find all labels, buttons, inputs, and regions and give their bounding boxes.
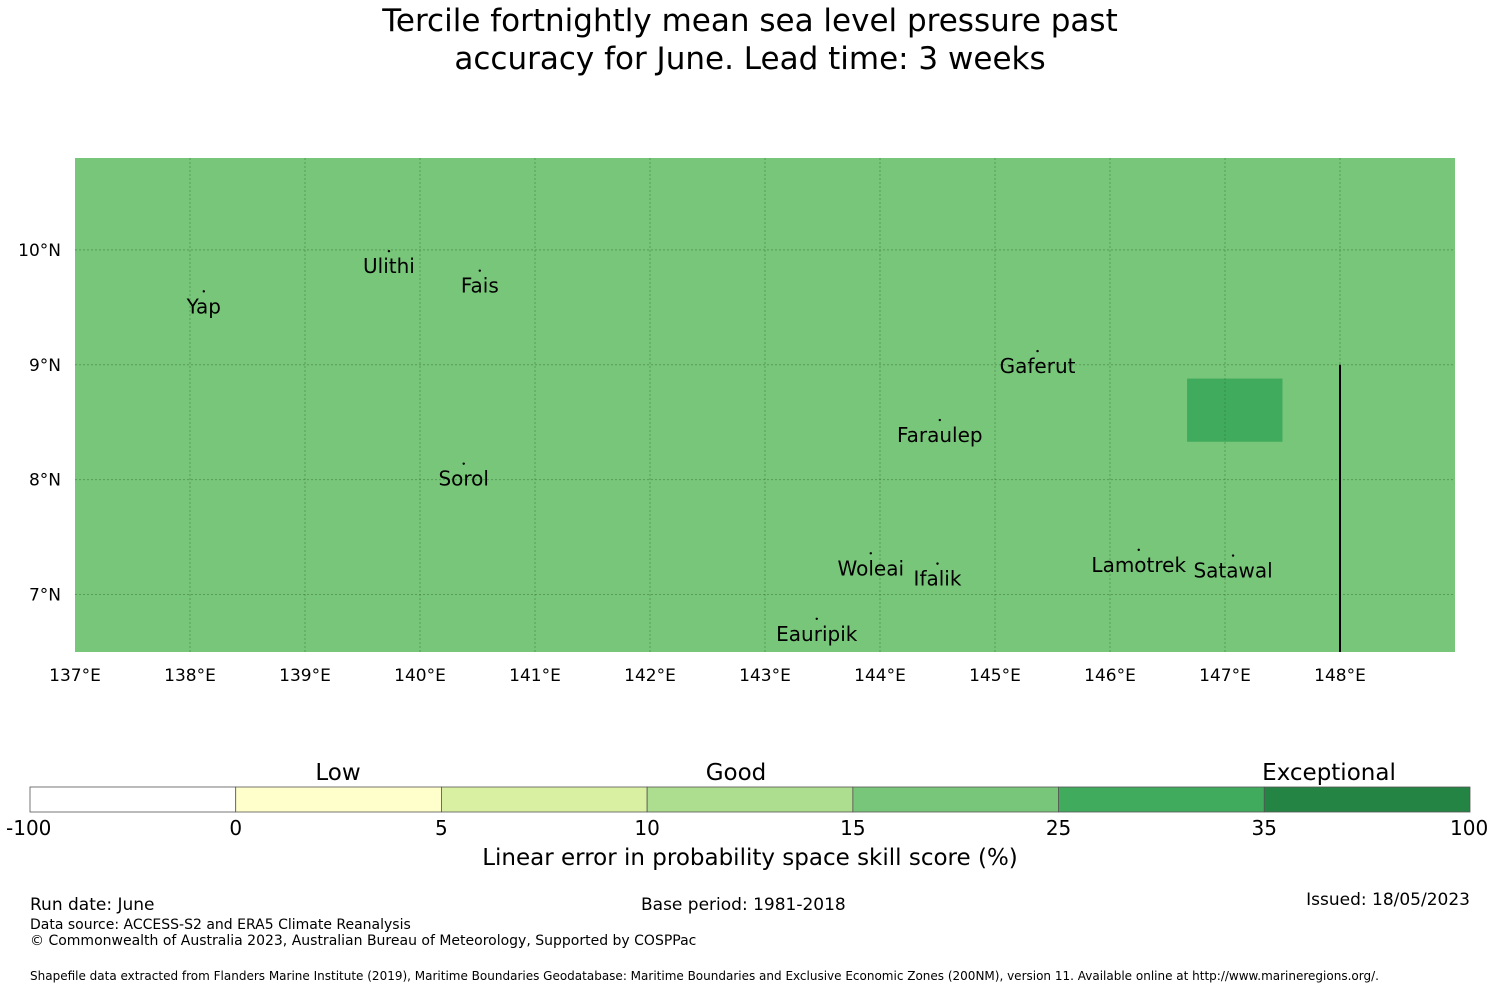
lat-tick-label-9: 9°N [29,356,61,376]
lon-tick-label-146: 146°E [1084,666,1136,686]
lon-tick-label-148: 148°E [1314,666,1366,686]
island-marker-fais [478,269,481,272]
colorbar-bin-4 [852,786,1059,813]
colorbar-bin-3 [646,786,854,813]
lon-tick-label-138: 138°E [164,666,216,686]
colorbar-bin-1 [235,786,442,813]
place-label-lamotrek: Lamotrek [1091,553,1186,577]
colorbar-bin-0 [29,786,237,813]
colorbar-tick-5: 25 [1045,816,1072,840]
island-marker-ifalik [936,562,939,565]
island-marker-satawal [1231,554,1235,557]
island-marker-gaferut [1036,349,1039,353]
lon-tick-label-141: 141°E [509,666,561,686]
island-marker-eauripik [815,617,818,620]
colorbar-tick-4: 15 [840,816,866,840]
island-marker-faraulep [938,418,941,422]
map-cell-0 [1187,378,1283,442]
colorbar-tick-7: 100 [1450,816,1489,840]
place-label-ifalik: Ifalik [914,567,962,591]
lon-tick-label-147: 147°E [1199,666,1251,686]
colorbar-label: Linear error in probability space skill … [482,845,1018,871]
lon-tick-label-142: 142°E [624,666,676,686]
colorbar-tick-2: 5 [435,816,448,840]
lon-tick-label-145: 145°E [969,666,1021,686]
lon-tick-label-137: 137°E [49,666,101,686]
colorbar-bin-2 [441,786,648,813]
colorbar-heading-exceptional: Exceptional [1262,760,1396,786]
lat-tick-label-7: 7°N [29,586,61,606]
shapefile-credit: Shapefile data extracted from Flanders M… [30,969,1379,983]
title-line-1: Tercile fortnightly mean sea level press… [382,3,1118,39]
colorbar-heading-good: Good [705,760,767,786]
lon-tick-label-144: 144°E [854,666,906,686]
issued-date: Issued: 18/05/2023 [1306,890,1470,910]
island-marker-lamotrek [1137,548,1140,552]
base-period: Base period: 1981-2018 [641,895,846,915]
lat-tick-label-8: 8°N [29,471,61,491]
island-marker-yap [202,290,205,293]
data-source: Data source: ACCESS-S2 and ERA5 Climate … [30,917,411,933]
island-marker-sorol [462,462,465,465]
title-line-2: accuracy for June. Lead time: 3 weeks [454,41,1046,77]
place-label-ulithi: Ulithi [363,254,415,278]
colorbar-tick-1: 0 [229,816,243,840]
colorbar-bin-5 [1058,786,1265,813]
colorbar-tick-6: 35 [1251,816,1278,840]
map-title: Tercile fortnightly mean sea level press… [0,2,1500,78]
place-label-satawal: Satawal [1193,559,1272,583]
place-label-sorol: Sorol [438,467,489,491]
place-label-gaferut: Gaferut [1000,354,1076,378]
place-label-fais: Fais [461,274,499,298]
colorbar-tick-0: -100 [6,816,52,840]
lon-tick-label-140: 140°E [394,666,446,686]
colorbar-bin-6 [1263,786,1471,813]
lon-tick-label-143: 143°E [739,666,791,686]
lat-tick-label-10: 10°N [18,241,61,261]
colorbar-heading-low: Low [315,760,361,786]
place-label-woleai: Woleai [838,556,905,580]
island-marker-woleai [869,552,872,555]
colorbar-tick-3: 10 [634,816,660,840]
place-label-eauripik: Eauripik [776,622,858,646]
place-label-yap: Yap [186,294,221,318]
copyright: © Commonwealth of Australia 2023, Austra… [30,933,697,949]
place-label-faraulep: Faraulep [897,423,983,447]
island-marker-ulithi [387,249,391,253]
lon-tick-label-139: 139°E [279,666,331,686]
run-date: Run date: June [30,895,155,915]
